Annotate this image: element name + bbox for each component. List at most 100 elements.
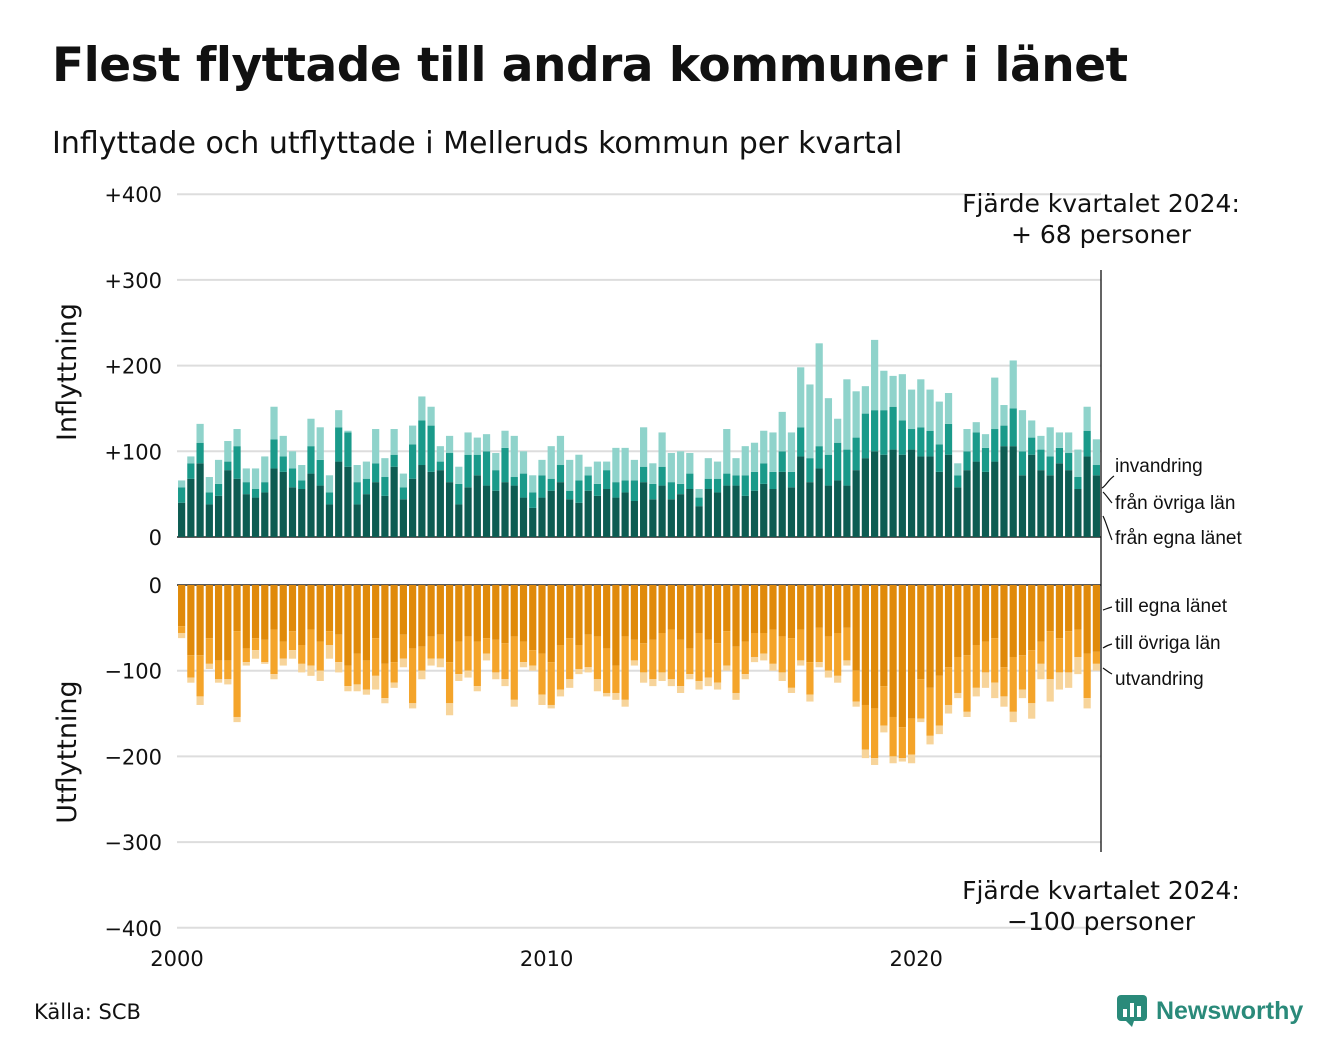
bar-in-1 [399,487,407,500]
bar-in-1 [584,475,592,491]
bar-in-2 [944,393,953,424]
bar-out-2 [898,758,906,762]
bar-out-2 [418,670,426,680]
bar-out-1 [603,648,611,693]
bar-out-1 [723,631,731,666]
bar-out-0 [621,585,629,637]
bar-out-2 [399,658,407,668]
bar-out-2 [519,662,528,668]
bar-out-1 [492,639,500,673]
bar-in-2 [205,477,213,493]
bar-out-2 [917,718,925,723]
x-tick-label: 2010 [520,947,573,971]
legend-leader [1102,515,1113,541]
bar-out-2 [214,679,223,683]
bar-out-1 [372,638,380,676]
bar-out-0 [214,585,223,661]
brand-logo[interactable]: Newsworthy [1116,994,1303,1028]
bar-out-0 [584,585,592,635]
bar-in-2 [1037,435,1045,450]
bar-in-0 [649,499,657,537]
bar-in-2 [510,435,518,478]
bar-in-2 [787,432,796,472]
bar-out-2 [787,687,796,693]
bar-in-0 [926,456,934,537]
bar-out-2 [335,662,343,673]
bar-out-0 [547,585,555,663]
annotation-top-line1: Fjärde kvartalet 2024: [962,189,1240,218]
bar-in-1 [667,482,675,500]
bar-out-1 [778,636,786,673]
legend-utvandring: utvandring [1115,669,1204,690]
bar-in-2 [362,461,371,479]
bar-out-1 [954,656,962,693]
y-tick-label: −100 [104,660,162,684]
bar-out-2 [843,660,851,666]
bar-out-2 [233,716,241,723]
bar-out-2 [963,711,971,717]
bar-out-1 [362,660,371,690]
bar-in-1 [214,483,223,496]
bar-in-2 [907,389,916,430]
bar-out-0 [362,585,371,661]
y-tick-label: 0 [149,574,162,598]
bar-out-2 [954,692,962,699]
bar-in-2 [750,442,759,472]
bar-out-1 [871,708,879,759]
bar-in-0 [316,485,324,537]
bar-out-0 [898,585,906,728]
bar-in-2 [390,429,398,455]
bar-out-0 [298,585,306,645]
bar-out-1 [750,632,759,657]
bar-out-1 [473,641,481,687]
bar-in-0 [593,495,602,537]
legend-fran-ovriga-lan: från övriga län [1115,493,1235,514]
bar-in-0 [898,454,906,537]
bar-in-0 [889,449,897,537]
bar-out-1 [704,639,712,678]
bar-out-0 [418,585,426,647]
annotation-bottom-line1: Fjärde kvartalet 2024: [962,876,1240,905]
bar-in-1 [1046,456,1054,476]
bar-out-1 [695,632,703,681]
bar-out-2 [464,670,472,678]
bar-in-0 [307,473,315,537]
bar-in-1 [612,482,620,498]
bar-out-2 [242,662,250,666]
bar-out-0 [861,585,869,705]
bar-in-0 [427,471,435,537]
bar-in-0 [806,482,814,537]
bar-in-0 [704,489,712,537]
bar-in-0 [288,487,297,537]
bar-in-0 [325,504,334,537]
bar-in-2 [695,489,703,498]
bar-in-1 [455,483,463,505]
bar-out-1 [593,636,602,680]
y-tick-label: +400 [104,183,162,207]
bar-out-1 [325,631,334,645]
bar-in-1 [1028,437,1036,455]
bar-in-1 [778,451,786,472]
bar-out-2 [815,662,823,668]
bar-out-1 [316,641,324,671]
bar-in-0 [279,471,287,537]
y-axis-title-top: Inflyttning [52,303,83,441]
bar-in-1 [898,420,906,455]
bar-out-2 [926,735,934,745]
bar-in-0 [778,471,786,537]
bar-in-2 [1018,410,1027,452]
bar-in-2 [538,459,546,476]
bar-in-1 [852,437,860,471]
bar-out-0 [242,585,250,649]
bar-out-1 [196,655,204,697]
bar-out-0 [1065,585,1073,632]
bar-out-2 [603,692,611,697]
bar-out-1 [787,638,796,688]
bar-in-2 [1000,405,1008,426]
bar-out-2 [1037,663,1045,680]
bar-out-0 [1037,585,1045,642]
bar-in-2 [307,418,315,447]
bar-out-1 [732,646,740,693]
bar-out-2 [1000,696,1008,707]
